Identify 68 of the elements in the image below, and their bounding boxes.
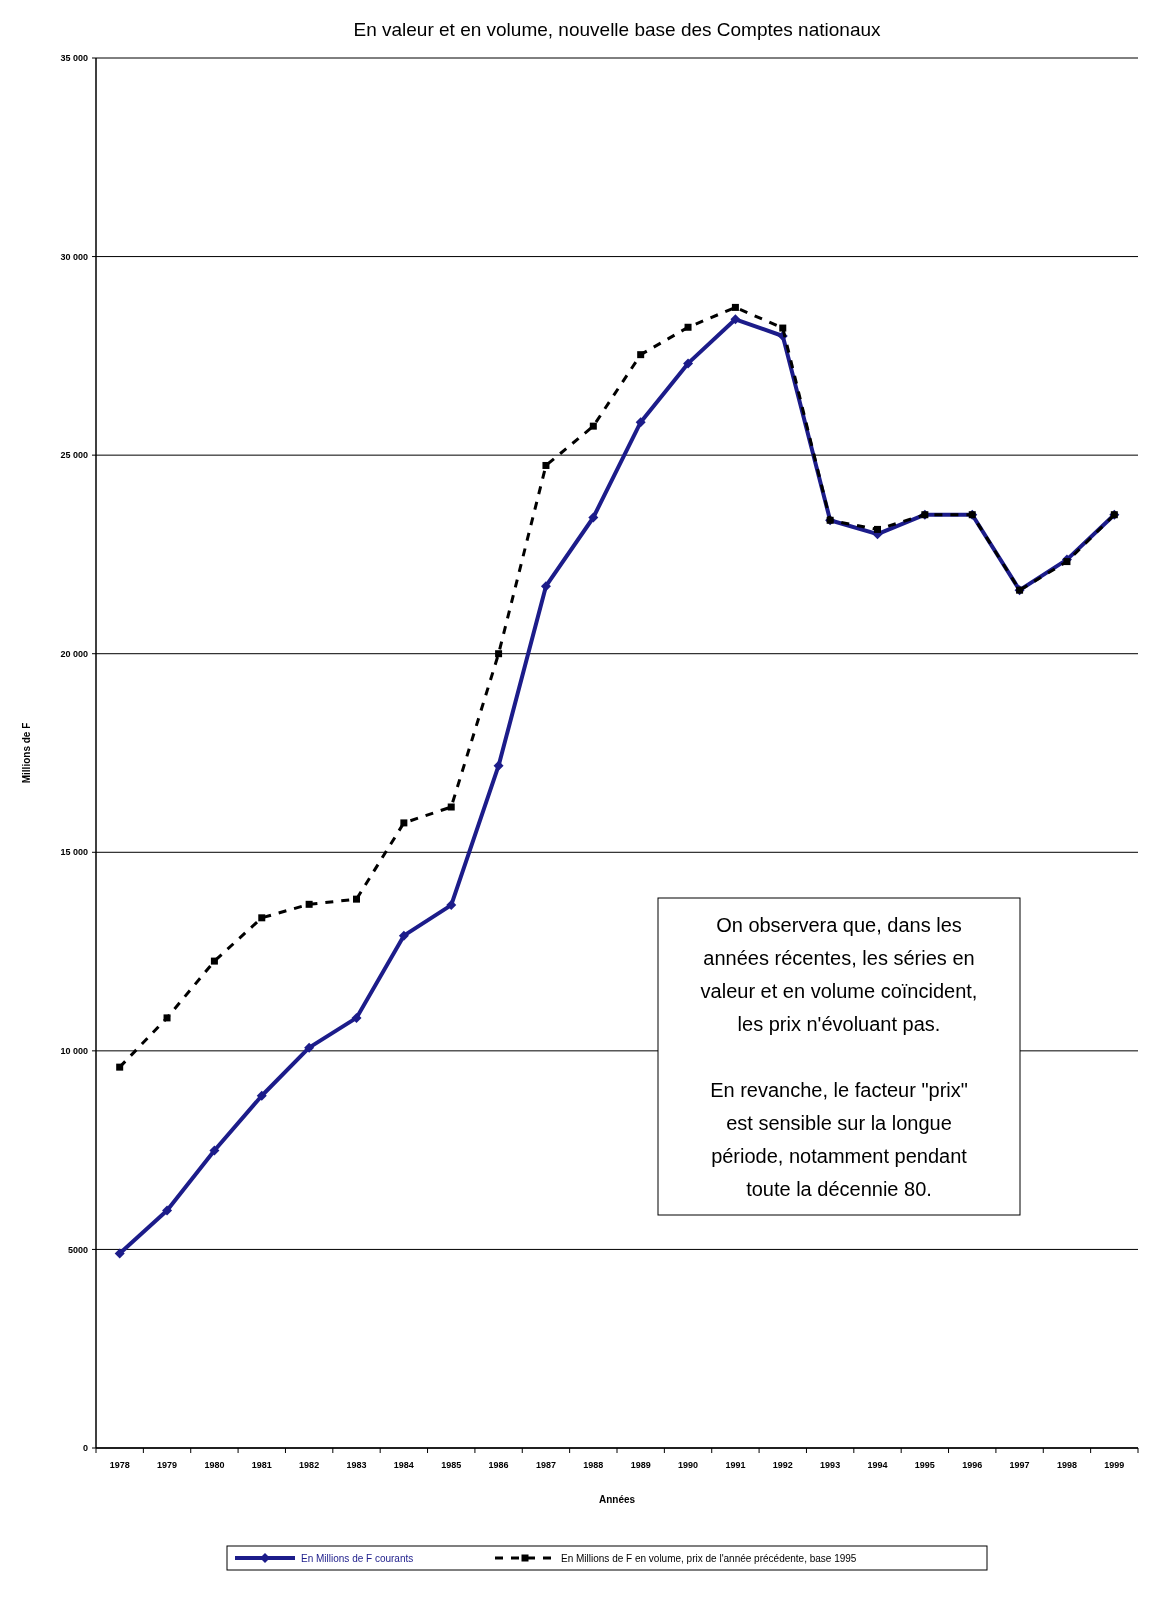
x-tick-label: 1989 <box>630 1460 651 1470</box>
x-tick-label: 1999 <box>1104 1460 1125 1470</box>
x-tick-label: 1988 <box>583 1460 604 1470</box>
x-tick-label: 1984 <box>393 1460 414 1470</box>
x-tick-label: 1983 <box>346 1460 367 1470</box>
x-tick-label: 1992 <box>772 1460 793 1470</box>
x-tick-label: 1987 <box>535 1460 556 1470</box>
point <box>305 900 313 908</box>
point <box>874 525 881 533</box>
point <box>304 1042 315 1053</box>
point <box>162 1205 173 1216</box>
point <box>258 914 266 922</box>
x-tick-label: 1981 <box>251 1460 272 1470</box>
x-tick-label: 1982 <box>299 1460 320 1470</box>
x-tick-label: 1980 <box>204 1460 225 1470</box>
point <box>163 1014 171 1022</box>
x-tick-label: 1991 <box>725 1460 746 1470</box>
x-tick-label: 1994 <box>867 1460 888 1470</box>
x-tick-label: 1985 <box>441 1460 462 1470</box>
x-tick-label: 1998 <box>1056 1460 1077 1470</box>
y-tick-label: 20 000 <box>60 648 88 659</box>
text: En Millions de F courants <box>301 1552 414 1564</box>
y-tick-label: 25 000 <box>60 450 88 461</box>
y-tick-label: 0 <box>82 1443 88 1454</box>
y-tick-label: 5000 <box>67 1244 88 1255</box>
x-tick-label: 1996 <box>962 1460 983 1470</box>
point <box>256 1090 267 1101</box>
point <box>210 957 218 965</box>
y-tick-label: 10 000 <box>60 1046 88 1057</box>
text: En Millions de F en volume, prix de l'année précédente, base 1995 <box>561 1552 857 1564</box>
point <box>446 900 457 911</box>
point <box>730 314 741 325</box>
y-tick-label: 35 000 <box>60 53 88 64</box>
point <box>731 303 739 311</box>
point <box>351 1012 362 1023</box>
point <box>540 581 551 592</box>
point <box>495 650 503 658</box>
point <box>542 461 550 469</box>
x-tick-label: 1986 <box>488 1460 509 1470</box>
x-tick-label: 1979 <box>157 1460 178 1470</box>
point <box>447 803 455 811</box>
x-tick-label: 1990 <box>678 1460 699 1470</box>
point <box>635 417 646 428</box>
point <box>589 422 597 430</box>
point <box>684 323 692 331</box>
point <box>353 895 360 903</box>
y-tick-label: 15 000 <box>60 847 88 858</box>
point <box>1063 558 1071 566</box>
x-tick-label: 1978 <box>109 1460 130 1470</box>
y-axis-title: Millions de F <box>21 722 32 784</box>
point <box>779 324 787 332</box>
annotation: On observera que, dans les années récentes, les séries en valeur et en volume coïncident, les prix n'évoluant pas. <box>700 914 978 1035</box>
y-tick-label: 30 000 <box>60 251 88 262</box>
point <box>588 512 599 523</box>
point <box>637 351 645 359</box>
annotation: En revanche, le facteur "prix" est sensible sur la longue période, notamment pendant toute la décennie 80. <box>710 1079 968 1200</box>
point <box>398 930 409 941</box>
x-axis-title: Années <box>598 1494 636 1505</box>
point <box>114 1248 125 1259</box>
point <box>209 1145 220 1156</box>
point <box>683 358 694 369</box>
point <box>400 819 408 827</box>
x-tick-label: 1995 <box>914 1460 935 1470</box>
point <box>116 1063 124 1071</box>
chart-title: En valeur et en volume, nouvelle base des Comptes nationaux <box>353 19 882 40</box>
x-tick-label: 1993 <box>820 1460 841 1470</box>
point <box>493 760 504 771</box>
x-tick-label: 1997 <box>1009 1460 1030 1470</box>
